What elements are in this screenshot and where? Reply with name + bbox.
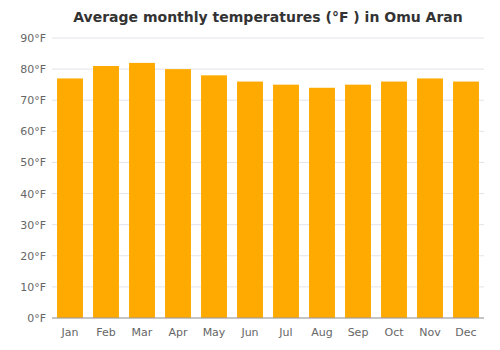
y-tick-label: 0°F [27, 312, 46, 325]
y-tick-label: 10°F [20, 281, 46, 294]
x-tick-label: Sep [348, 326, 369, 339]
bar [237, 82, 263, 318]
y-tick-label: 60°F [20, 125, 46, 138]
bar [273, 85, 299, 318]
x-tick-label: Dec [455, 326, 476, 339]
bar [201, 75, 227, 318]
x-axis: Jan Feb Mar Apr May Jun Jul Aug Sep Oct Nov Dec [61, 326, 477, 339]
grid [52, 38, 484, 318]
y-tick-label: 40°F [20, 188, 46, 201]
bar [381, 82, 407, 318]
x-tick-label: Feb [96, 326, 115, 339]
bar [417, 78, 443, 318]
grid-line [52, 318, 484, 319]
x-tick-label: Oct [384, 326, 404, 339]
bar [93, 66, 119, 318]
grid-line [52, 38, 484, 39]
bar [453, 82, 479, 318]
bar [309, 88, 335, 318]
x-tick-label: Aug [311, 326, 332, 339]
x-tick-label: Jan [61, 326, 79, 339]
x-tick-label: Jun [240, 326, 258, 339]
y-tick-label: 90°F [20, 32, 46, 45]
y-tick-label: 70°F [20, 94, 46, 107]
x-tick-label: Apr [168, 326, 188, 339]
x-tick-label: Jul [278, 326, 292, 339]
bar [345, 85, 371, 318]
chart: Average monthly temperatures (°F ) in Om… [0, 0, 500, 350]
x-tick-label: Mar [132, 326, 153, 339]
y-tick-label: 20°F [20, 250, 46, 263]
bar [129, 63, 155, 318]
bar [57, 78, 83, 318]
bar [165, 69, 191, 318]
bars [57, 63, 479, 318]
y-tick-label: 30°F [20, 219, 46, 232]
x-tick-label: Nov [419, 326, 441, 339]
x-axis-line [52, 318, 484, 319]
y-axis: 0°F 10°F 20°F 30°F 40°F 50°F 60°F 70°F 80°F 90°F [20, 32, 46, 325]
title: Average monthly temperatures (°F ) in Om… [73, 9, 462, 25]
y-tick-label: 50°F [20, 156, 46, 169]
y-tick-label: 80°F [20, 63, 46, 76]
x-tick-label: May [203, 326, 226, 339]
